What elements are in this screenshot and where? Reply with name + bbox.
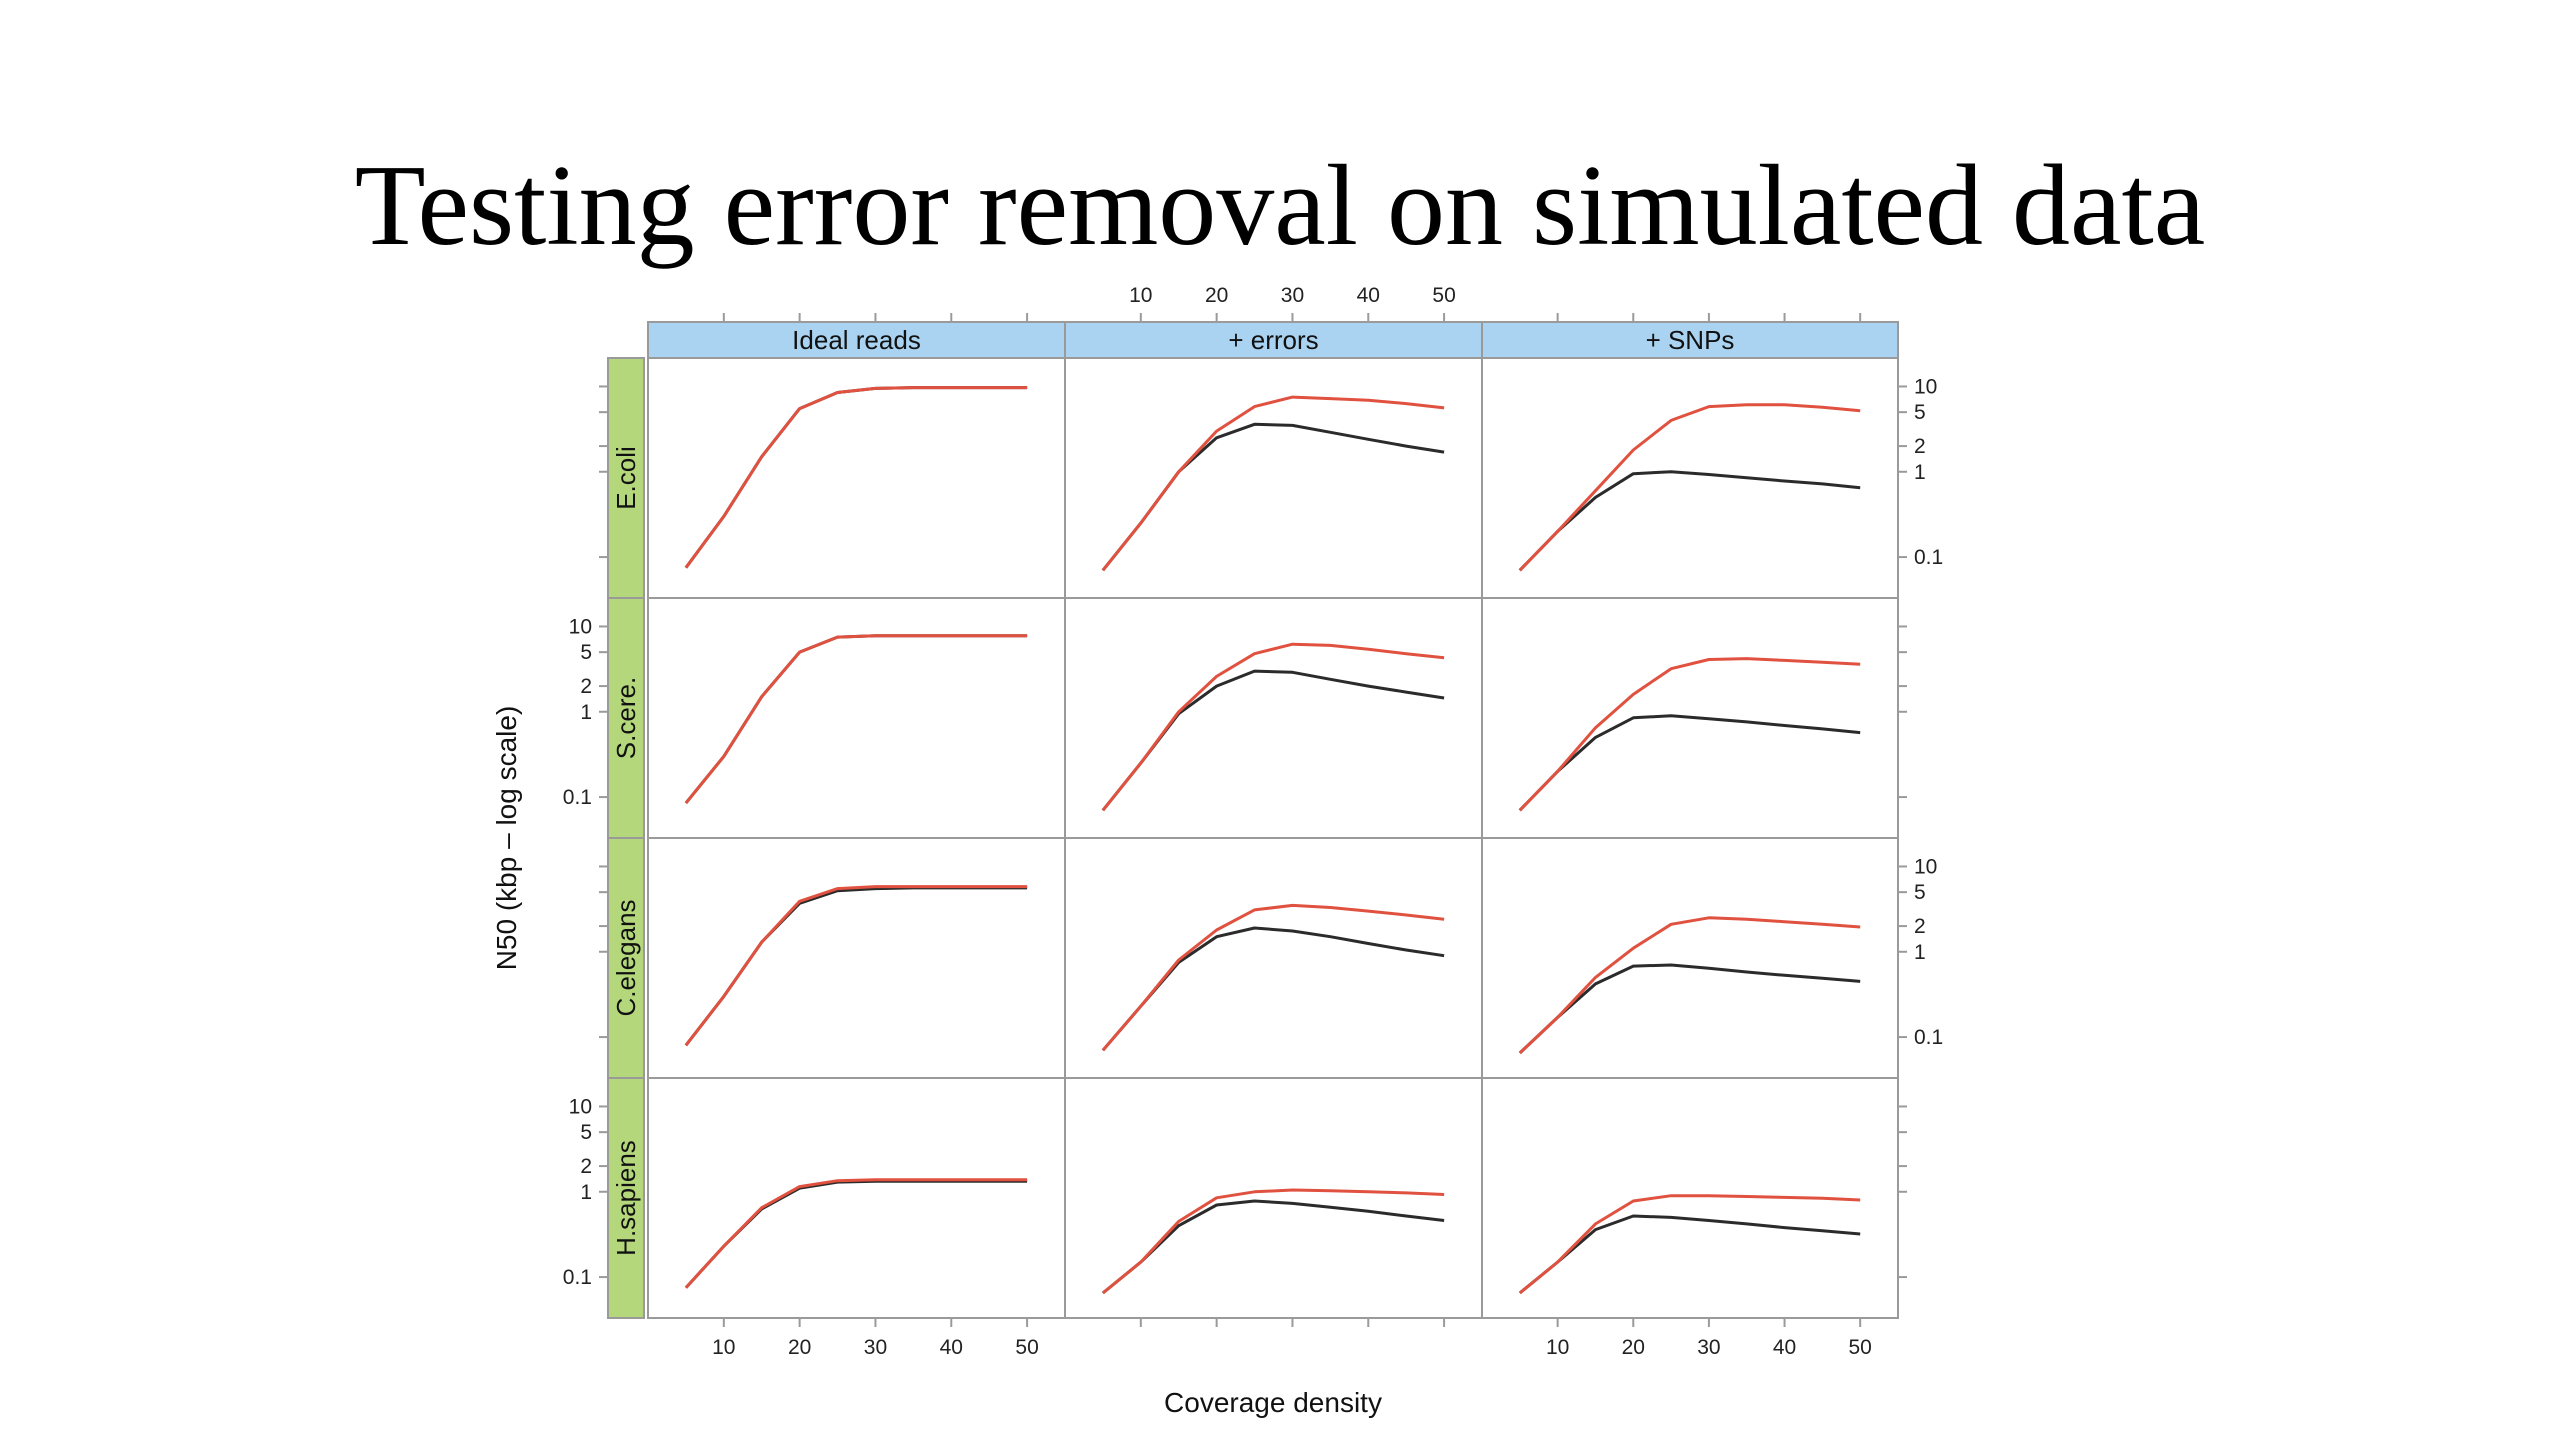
y-tick-label: 10 xyxy=(1914,855,1937,878)
y-axis-label: N50 (kbp – log scale) xyxy=(491,706,522,971)
y-tick-label: 5 xyxy=(1914,401,1926,424)
x-tick-label: 10 xyxy=(712,1336,735,1359)
panel-frame xyxy=(647,357,1066,599)
y-tick-label: 2 xyxy=(580,1155,592,1178)
x-tick-label: 50 xyxy=(1432,284,1455,307)
series-line-red xyxy=(1518,657,1861,812)
x-tick-label: 40 xyxy=(940,1336,963,1359)
series-line-red xyxy=(1101,903,1445,1052)
x-tick-label: 20 xyxy=(1622,1336,1645,1359)
y-tick-label: 2 xyxy=(1914,915,1926,938)
y-tick-label: 0.1 xyxy=(563,1266,592,1289)
y-tick-label: 5 xyxy=(580,1121,592,1144)
column-strip xyxy=(1064,321,1483,359)
series-line-red xyxy=(684,885,1028,1047)
panel-frame xyxy=(1064,1077,1483,1319)
series-line-red xyxy=(1518,1194,1861,1295)
row-strip-label: E.coli xyxy=(611,446,641,510)
y-tick-label: 10 xyxy=(569,1095,592,1118)
x-tick-label: 10 xyxy=(1129,284,1152,307)
x-tick-label: 30 xyxy=(1697,1336,1720,1359)
series-line-red xyxy=(1101,642,1445,812)
panel-frame xyxy=(647,597,1066,839)
panel-frame xyxy=(647,837,1066,1079)
column-strip-label: + errors xyxy=(1228,325,1318,355)
x-tick-label: 50 xyxy=(1015,1336,1038,1359)
y-tick-label: 10 xyxy=(569,615,592,638)
series-line-black xyxy=(1518,470,1861,572)
y-tick-label: 2 xyxy=(1914,435,1926,458)
y-tick-label: 0.1 xyxy=(1914,546,1943,569)
x-tick-label: 30 xyxy=(1281,284,1304,307)
panel-frame xyxy=(1064,837,1483,1079)
x-tick-label: 30 xyxy=(864,1336,887,1359)
panel-frame xyxy=(1064,597,1483,839)
y-tick-label: 2 xyxy=(580,675,592,698)
y-tick-label: 5 xyxy=(1914,881,1926,904)
y-tick-label: 5 xyxy=(580,641,592,664)
panel-frame xyxy=(1481,837,1899,1079)
series-line-black xyxy=(1518,963,1861,1055)
row-strip-label: S.cere. xyxy=(611,677,641,759)
series-line-black xyxy=(1518,714,1861,812)
x-tick-label: 20 xyxy=(788,1336,811,1359)
y-tick-label: 0.1 xyxy=(1914,1026,1943,1049)
series-line-red xyxy=(684,1178,1028,1289)
column-strip xyxy=(647,321,1066,359)
x-axis-label: Coverage density xyxy=(1164,1387,1382,1418)
x-tick-label: 20 xyxy=(1205,284,1228,307)
y-tick-label: 1 xyxy=(1914,461,1926,484)
y-tick-label: 1 xyxy=(1914,941,1926,964)
y-tick-label: 10 xyxy=(1914,375,1937,398)
x-tick-label: 10 xyxy=(1546,1336,1569,1359)
row-strip xyxy=(607,1077,645,1319)
series-line-red xyxy=(1518,916,1861,1055)
series-line-black xyxy=(1518,1214,1861,1295)
row-strip-label: C.elegans xyxy=(611,899,641,1016)
column-strip xyxy=(1481,321,1899,359)
slide-title: Testing error removal on simulated data xyxy=(354,142,2206,270)
panel-frame xyxy=(1481,357,1899,599)
panel-frame xyxy=(647,1077,1066,1319)
y-tick-label: 1 xyxy=(580,701,592,724)
y-tick-label: 0.1 xyxy=(563,786,592,809)
series-line-red xyxy=(684,386,1028,569)
column-strip-label: Ideal reads xyxy=(792,325,921,355)
panel-frame xyxy=(1064,357,1483,599)
column-strip-label: + SNPs xyxy=(1646,325,1735,355)
x-tick-label: 50 xyxy=(1849,1336,1872,1359)
series-line-red xyxy=(684,634,1028,805)
series-line-red xyxy=(1101,1188,1445,1295)
y-tick-label: 1 xyxy=(580,1181,592,1204)
series-line-red xyxy=(1518,403,1861,572)
series-line-red xyxy=(1101,395,1445,572)
row-strip-label: H.sapiens xyxy=(611,1140,641,1256)
x-tick-label: 40 xyxy=(1357,284,1380,307)
x-tick-label: 40 xyxy=(1773,1336,1796,1359)
